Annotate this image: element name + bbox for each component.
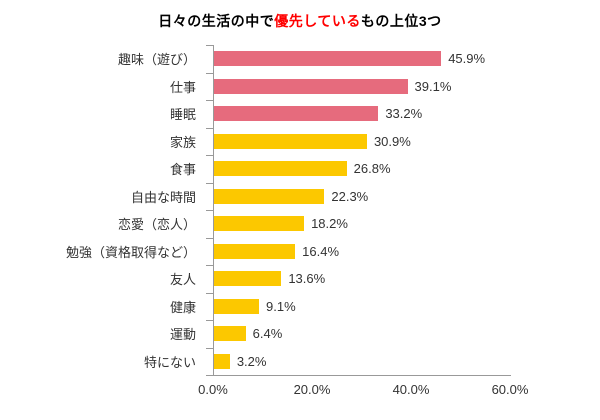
plot-area: 45.9% 39.1% 33.2% 30.9% 26.8% 22.3% 18.2% 16.4%… (206, 45, 511, 376)
x-axis-labels: 0.0% 20.0% 40.0% 60.0% (198, 382, 528, 398)
y-axis-tick (206, 320, 213, 321)
category-label: 食事 (169, 162, 196, 178)
category-label: 睡眠 (169, 107, 196, 123)
chart-title: 日々の生活の中で優先しているもの上位3つ (0, 11, 600, 31)
bar-row: 45.9% (214, 45, 511, 73)
bar-value-label: 16.4% (302, 243, 340, 259)
bar (214, 353, 230, 369)
bar-row: 6.4% (214, 320, 511, 348)
bar (214, 51, 442, 67)
category-label: 自由な時間 (130, 189, 196, 205)
y-axis-tick (206, 265, 213, 266)
y-axis-tick (206, 238, 213, 239)
category-label: 友人 (169, 272, 196, 288)
x-axis-tick-label: 40.0% (392, 382, 430, 397)
bar (214, 133, 367, 149)
y-axis-tick (206, 348, 213, 349)
y-axis-tick (206, 100, 213, 101)
bar (214, 243, 296, 259)
chart-title-segment: もの上位3つ (360, 13, 442, 29)
bar-value-label: 30.9% (373, 133, 411, 149)
bar-row: 13.6% (214, 265, 511, 293)
bar-row: 3.2% (214, 348, 511, 376)
x-axis-tick-label: 60.0% (491, 382, 529, 397)
category-label: 健康 (169, 299, 196, 315)
bar-row: 33.2% (214, 100, 511, 128)
y-axis-tick (206, 73, 213, 74)
y-axis-tick (206, 183, 213, 184)
y-axis-tick (206, 45, 213, 46)
bar-value-label: 13.6% (288, 271, 326, 287)
bar-row: 16.4% (214, 238, 511, 266)
bar-row: 39.1% (214, 73, 511, 101)
bar-value-label: 18.2% (311, 216, 348, 232)
category-label: 家族 (169, 134, 196, 150)
bar-row: 22.3% (214, 183, 511, 211)
bar-value-label: 26.8% (353, 161, 391, 177)
category-label: 趣味（遊び） (117, 52, 196, 68)
y-axis-tick (206, 375, 213, 376)
bar-value-label: 9.1% (266, 298, 296, 314)
bar (214, 298, 260, 314)
x-axis-tick-label: 20.0% (293, 382, 331, 397)
category-label: 勉強（資格取得など） (65, 244, 196, 260)
bar-value-label: 45.9% (448, 51, 486, 67)
y-axis-tick (206, 128, 213, 129)
bar (214, 78, 408, 94)
y-axis-tick (206, 293, 213, 294)
bar (214, 161, 347, 177)
y-axis-tick (206, 155, 213, 156)
bar-row: 26.8% (214, 155, 511, 183)
bar (214, 106, 379, 122)
category-label: 恋愛（恋人） (117, 217, 196, 233)
chart-title-segment: 日々の生活の中で (158, 13, 275, 29)
category-label: 特にない (143, 354, 196, 370)
category-axis-labels: 趣味（遊び） 仕事睡眠家族食事自由な時間恋愛（恋人） 勉強（資格取得など） 友人健康運… (0, 45, 205, 375)
bar-value-label: 6.4% (252, 326, 283, 342)
bar (214, 326, 246, 342)
bar-value-label: 33.2% (385, 106, 423, 122)
y-axis-tick (206, 210, 213, 211)
category-label: 運動 (169, 327, 196, 343)
bar-value-label: 39.1% (414, 78, 452, 94)
bar-row: 18.2% (214, 210, 511, 238)
bar (214, 271, 282, 287)
bar-row: 9.1% (214, 293, 511, 321)
bar-row: 30.9% (214, 128, 511, 156)
bar (214, 188, 325, 204)
chart-title-segment: 優先している (274, 13, 361, 29)
bar-value-label: 3.2% (236, 353, 267, 369)
bar-value-label: 22.3% (331, 188, 369, 204)
bar (214, 216, 305, 232)
category-label: 仕事 (169, 79, 196, 95)
x-axis-tick-label: 0.0% (198, 382, 228, 397)
